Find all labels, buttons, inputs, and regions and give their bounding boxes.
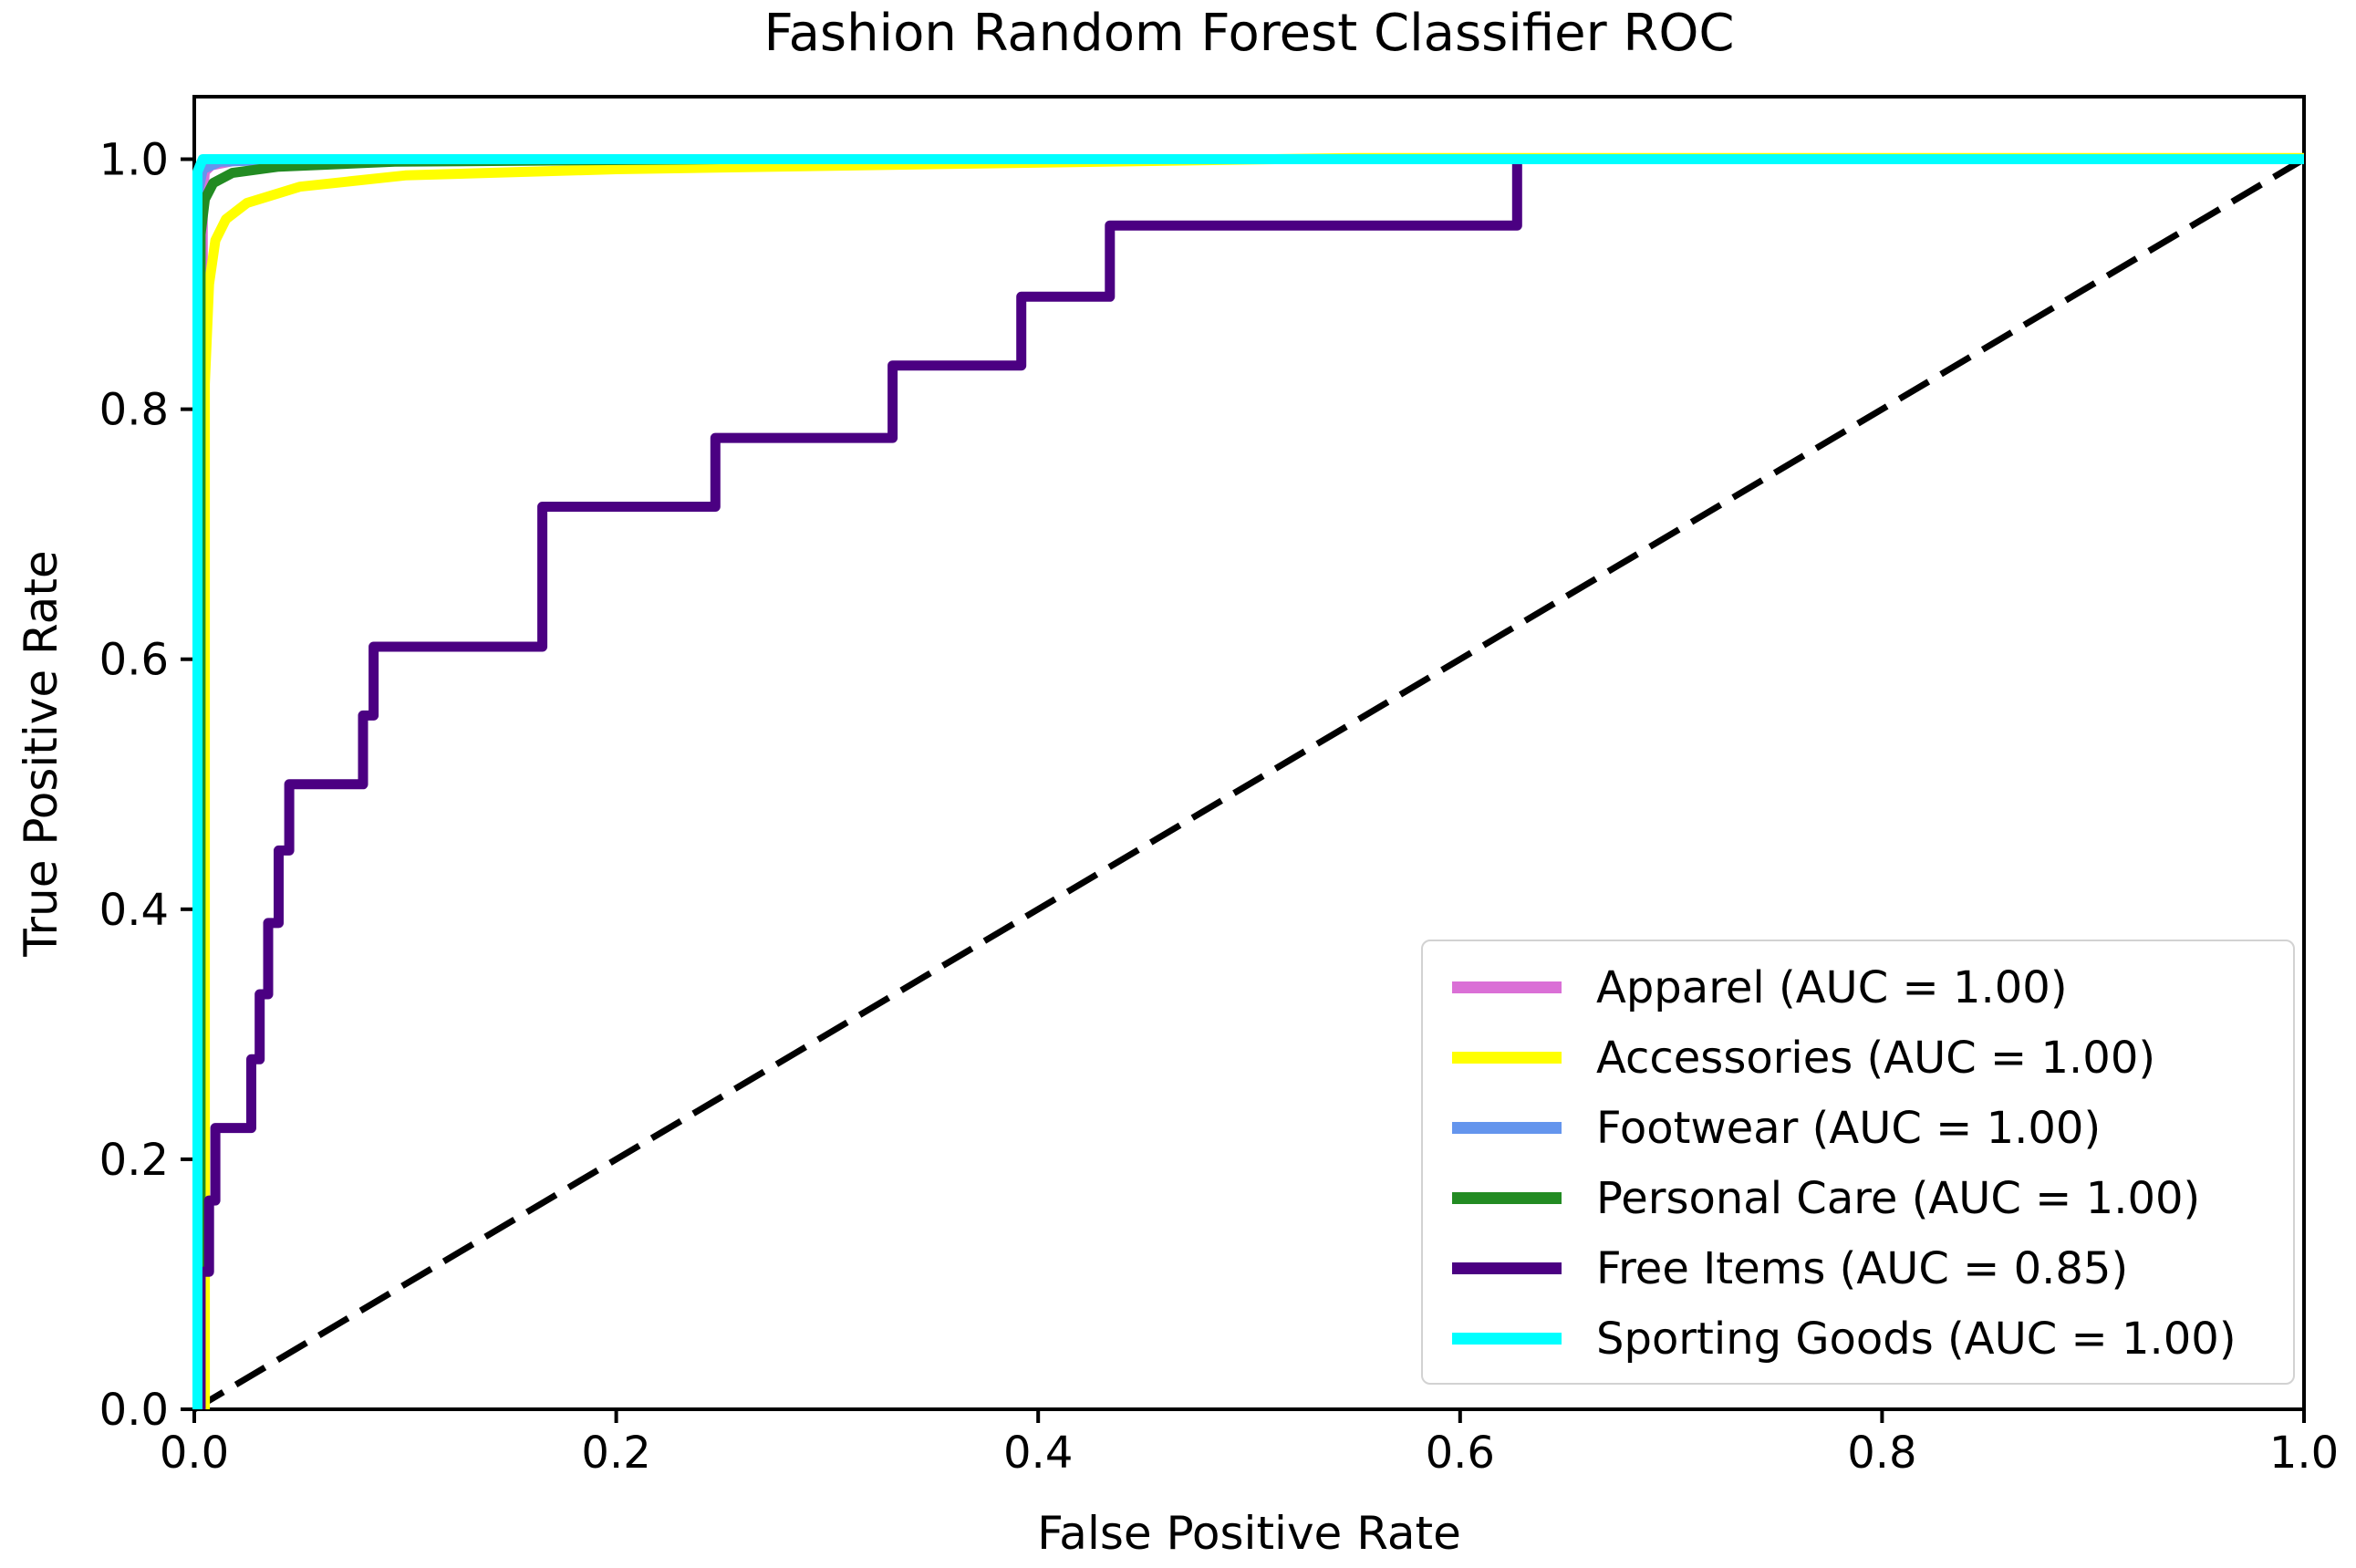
legend-row-apparel: Apparel (AUC = 1.00) [1452, 952, 2293, 1023]
legend-swatch-apparel [1452, 981, 1562, 993]
x-tick-label: 0.0 [160, 1428, 229, 1479]
chance-diagonal-line [192, 156, 2306, 1413]
legend-swatch-footwear [1452, 1122, 1562, 1134]
x-tick-label: 0.2 [581, 1428, 650, 1479]
legend-swatch-personal-care [1452, 1192, 1562, 1204]
legend-swatch-accessories [1452, 1052, 1562, 1064]
legend-swatch-free-items [1452, 1262, 1562, 1274]
legend-label-free-items: Free Items (AUC = 0.85) [1596, 1242, 2129, 1294]
legend-label-footwear: Footwear (AUC = 1.00) [1596, 1102, 2102, 1154]
legend-label-accessories: Accessories (AUC = 1.00) [1596, 1032, 2156, 1084]
roc-curve-sporting-goods [192, 154, 2304, 1409]
y-tick-label: 0.8 [99, 385, 169, 436]
legend-label-personal-care: Personal Care (AUC = 1.00) [1596, 1172, 2201, 1224]
y-tick-label: 0.4 [99, 885, 169, 936]
y-tick-label: 0.2 [99, 1135, 169, 1186]
chart-title: Fashion Random Forest Classifier ROC [763, 4, 1735, 63]
x-tick-label: 0.4 [1003, 1428, 1073, 1479]
legend-label-sporting-goods: Sporting Goods (AUC = 1.00) [1596, 1313, 2237, 1365]
legend-row-footwear: Footwear (AUC = 1.00) [1452, 1093, 2293, 1163]
x-tick-label: 0.6 [1426, 1428, 1495, 1479]
legend-swatch-sporting-goods [1452, 1333, 1562, 1345]
legend: Apparel (AUC = 1.00) Accessories (AUC = … [1421, 940, 2295, 1385]
legend-row-free-items: Free Items (AUC = 0.85) [1452, 1233, 2293, 1303]
y-axis-label: True Positive Rate [15, 550, 67, 957]
legend-label-apparel: Apparel (AUC = 1.00) [1596, 961, 2068, 1013]
y-tick-label: 1.0 [99, 135, 169, 186]
legend-row-sporting-goods: Sporting Goods (AUC = 1.00) [1452, 1303, 2293, 1374]
legend-row-personal-care: Personal Care (AUC = 1.00) [1452, 1163, 2293, 1233]
roc-curve-free-items [195, 154, 2304, 1409]
y-tick-label: 0.0 [99, 1385, 169, 1436]
x-tick-label: 1.0 [2269, 1428, 2339, 1479]
x-axis-label: False Positive Rate [1037, 1507, 1461, 1560]
y-tick-label: 0.6 [99, 635, 169, 686]
x-tick-label: 0.8 [1847, 1428, 1916, 1479]
legend-row-accessories: Accessories (AUC = 1.00) [1452, 1023, 2293, 1093]
